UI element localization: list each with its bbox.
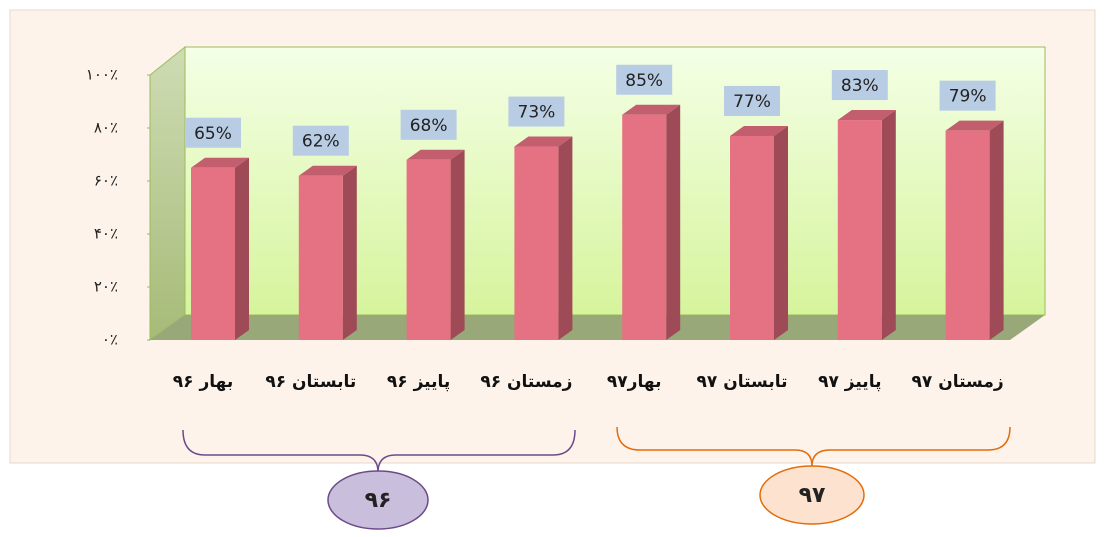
value-label: 77% <box>733 92 771 112</box>
value-label-box <box>939 80 996 111</box>
bar-side <box>342 165 357 340</box>
x-tick-label: تابستان ۹۶ <box>265 372 357 392</box>
bar-side <box>558 136 573 340</box>
bar-top <box>298 165 357 176</box>
value-label-box <box>616 64 673 95</box>
value-label-box <box>724 85 780 116</box>
bar-side <box>450 149 465 340</box>
bar-top <box>622 104 681 115</box>
value-label: 62% <box>302 132 340 152</box>
value-label-box <box>292 125 349 156</box>
bar-top <box>406 149 465 160</box>
side-wall <box>149 45 186 341</box>
bar-side <box>666 104 681 340</box>
value-label-box <box>831 70 888 101</box>
bar-top <box>837 110 896 121</box>
bar-top <box>514 136 573 147</box>
bar-side <box>774 125 788 340</box>
value-label: 68% <box>410 116 448 136</box>
bar <box>945 130 990 340</box>
group-badge <box>759 465 865 525</box>
y-tick-label: ۸۰٪ <box>94 119 118 137</box>
value-label-box <box>400 109 457 140</box>
x-tick-label: زمستان ۹۶ <box>480 372 573 392</box>
bar-side <box>989 120 1004 341</box>
y-tick-label: ۶۰٪ <box>94 172 118 190</box>
value-label: 83% <box>841 76 879 96</box>
value-label: 79% <box>949 87 987 107</box>
value-label-box <box>185 117 241 148</box>
group-badge <box>327 470 429 530</box>
bar-top <box>191 157 249 168</box>
bar-top <box>945 120 1004 131</box>
bar <box>730 135 774 340</box>
bar <box>298 175 343 340</box>
x-tick-label: پاییز ۹۷ <box>818 372 882 392</box>
y-tick-label: ۴۰٪ <box>94 225 118 243</box>
x-tick-label: بهار ۹۶ <box>172 372 234 392</box>
x-tick-label: بهار۹۷ <box>606 372 662 392</box>
bar-side <box>235 157 249 340</box>
bar <box>514 146 559 340</box>
bar <box>406 159 451 340</box>
x-tick-label: پاییز ۹۶ <box>386 372 451 392</box>
value-label-box <box>508 96 565 127</box>
value-label: 73% <box>518 103 556 123</box>
x-tick-label: تابستان ۹۷ <box>696 372 788 392</box>
y-tick-label: ۲۰٪ <box>94 278 118 296</box>
value-label: 85% <box>625 71 663 91</box>
group-label: ۹۶ <box>365 488 392 513</box>
bar <box>622 114 667 340</box>
bar <box>837 120 882 340</box>
group-label: ۹۷ <box>799 483 826 508</box>
floor <box>150 315 1045 340</box>
x-tick-label: زمستان ۹۷ <box>911 372 1004 392</box>
bar <box>191 167 235 340</box>
y-tick-label: ۰٪ <box>102 331 118 349</box>
y-tick-label: ۱۰۰٪ <box>86 66 118 84</box>
value-label: 65% <box>194 124 232 144</box>
bar-top <box>730 125 788 136</box>
bar-side <box>881 110 896 340</box>
